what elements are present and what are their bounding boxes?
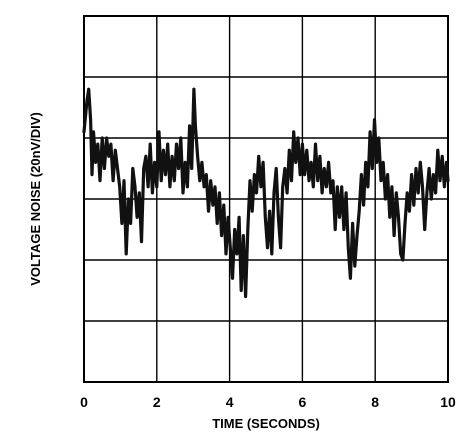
chart-grid <box>84 16 448 382</box>
x-tick-label: 6 <box>299 394 307 410</box>
x-axis-label: TIME (SECONDS) <box>212 416 320 431</box>
x-tick-label: 4 <box>226 394 234 410</box>
x-tick-label: 0 <box>80 394 88 410</box>
plot-frame <box>83 15 449 383</box>
x-tick-label: 10 <box>440 394 456 410</box>
x-tick-label: 2 <box>153 394 161 410</box>
x-tick-labels: 0 2 4 6 8 10 <box>80 394 456 410</box>
noise-trace-line <box>82 87 450 299</box>
x-tick-label: 8 <box>371 394 379 410</box>
y-axis-label: VOLTAGE NOISE (20nV/DIV) <box>28 112 43 286</box>
